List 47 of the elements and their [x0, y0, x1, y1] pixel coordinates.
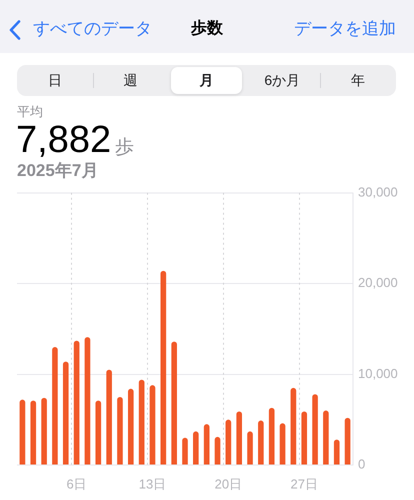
- bar: [62, 362, 69, 464]
- bar: [160, 270, 166, 464]
- bar: [226, 420, 232, 464]
- x-tick-label: 20日: [214, 476, 242, 492]
- bar: [312, 394, 318, 464]
- bar: [236, 411, 242, 464]
- bar: [290, 388, 296, 464]
- bar: [20, 400, 26, 464]
- bar: [323, 410, 329, 464]
- bar: [301, 411, 308, 464]
- bar: [138, 380, 144, 464]
- bar: [268, 408, 275, 464]
- bar: [334, 440, 340, 464]
- bar: [150, 385, 156, 464]
- bar: [95, 400, 102, 464]
- chart-subtitle: 2025年7月: [17, 161, 98, 181]
- text: 7,882: [16, 119, 112, 161]
- bar: [182, 438, 188, 464]
- bar: [117, 396, 123, 464]
- x-tick-label: 27日: [290, 476, 318, 492]
- text: データを追加: [294, 18, 396, 40]
- bar: [247, 431, 253, 464]
- bar: [74, 340, 80, 464]
- bar: [84, 337, 90, 464]
- bar: [52, 347, 58, 464]
- bar: [344, 418, 350, 464]
- x-tick-label: 6日: [66, 476, 87, 492]
- bar: [214, 436, 220, 464]
- bar: [193, 431, 199, 464]
- bar: [258, 420, 264, 464]
- y-tick-label: 0: [358, 456, 366, 472]
- x-tick-label: 13日: [138, 476, 166, 492]
- y-tick-label: 10,000: [358, 366, 398, 381]
- text: 歩: [115, 137, 134, 159]
- bar: [128, 388, 134, 464]
- chart-title: 歩数: [191, 20, 223, 37]
- bar: [171, 342, 177, 464]
- y-tick-label: 30,000: [358, 184, 398, 200]
- segmented-control: 日 週 月 6か月 年: [17, 65, 396, 96]
- bar: [280, 423, 286, 464]
- bar: [30, 400, 36, 464]
- bar: [41, 398, 47, 464]
- y-tick-label: 20,000: [358, 275, 398, 290]
- bar: [106, 370, 112, 464]
- text: 平均: [17, 103, 43, 121]
- bar: [204, 424, 210, 464]
- text: すべてのデータ: [33, 18, 152, 40]
